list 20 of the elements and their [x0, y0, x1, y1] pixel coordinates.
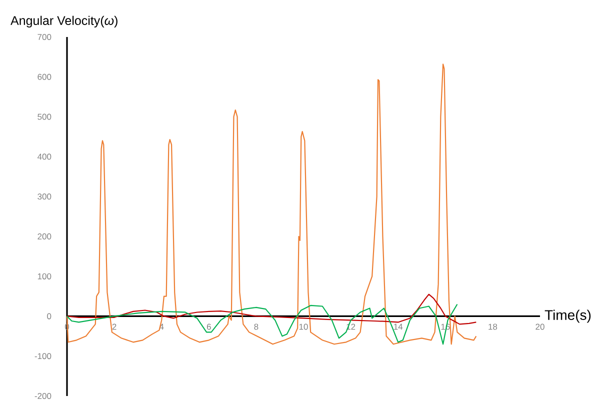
y-tick-label: 600 — [38, 74, 52, 80]
x-tick-label: 6 — [206, 324, 211, 330]
y-tick-label: 100 — [38, 273, 52, 280]
line-series — [66, 304, 458, 345]
y-tick-label: 300 — [38, 194, 52, 200]
y-tick-label: -200 — [34, 392, 52, 400]
x-tick-label: 10 — [299, 324, 308, 330]
y-tick-label: 500 — [38, 114, 52, 120]
x-tick-label: 14 — [394, 324, 403, 330]
x-tick-label: 8 — [254, 324, 258, 330]
x-tick-label: 18 — [488, 324, 498, 330]
y-axis-title: Angular Velocity(ω) — [10, 16, 118, 28]
y-tick-label: 0 — [47, 313, 52, 320]
x-axis-title: Time(s) — [544, 310, 591, 323]
y-tick-label: -100 — [34, 353, 52, 360]
y-tick-label: 200 — [38, 233, 52, 240]
y-tick-label: 400 — [37, 154, 52, 160]
x-tick-label: 20 — [536, 324, 544, 330]
y-tick-label: 700 — [38, 34, 52, 40]
x-tick-label: 2 — [112, 324, 116, 330]
